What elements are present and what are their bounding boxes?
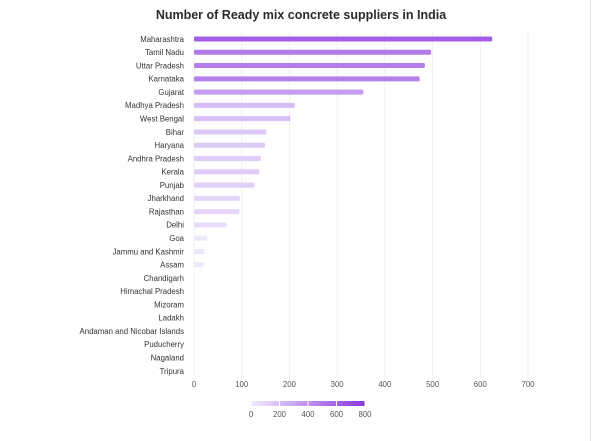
category-label: Chandigarh: [144, 274, 184, 283]
bar[interactable]: [194, 195, 240, 201]
legend-tick-label: 200: [273, 410, 287, 419]
category-label: Madhya Pradesh: [125, 101, 184, 110]
category-label: Maharashtra: [140, 35, 184, 44]
bar[interactable]: [194, 248, 205, 254]
category-label: Nagaland: [151, 354, 184, 363]
bar[interactable]: [194, 36, 493, 42]
category-label: Uttar Pradesh: [136, 61, 184, 70]
category-label: Gujarat: [158, 88, 184, 97]
category-label: Goa: [169, 234, 184, 243]
category-label: Andhra Pradesh: [128, 154, 184, 163]
x-tick-label: 100: [235, 380, 249, 389]
category-label: Punjab: [160, 181, 185, 190]
category-label: Andaman and Nicobar Islands: [80, 327, 185, 336]
bar[interactable]: [194, 63, 425, 69]
bar[interactable]: [194, 235, 208, 241]
chart-title: Number of Ready mix concrete suppliers i…: [155, 8, 447, 22]
bar[interactable]: [194, 89, 364, 95]
x-axis-ticks: 0 100 200 300 400 500 600 700: [192, 380, 535, 389]
category-label: Kerala: [161, 168, 184, 177]
bar[interactable]: [194, 116, 291, 122]
bar[interactable]: [194, 262, 204, 268]
category-label: Ladakh: [158, 314, 184, 323]
category-label: Delhi: [166, 221, 184, 230]
category-label: Haryana: [155, 141, 185, 150]
category-label: Puducherry: [144, 340, 184, 349]
bar[interactable]: [194, 182, 255, 188]
legend-tick-label: 600: [330, 410, 344, 419]
x-tick-label: 600: [474, 380, 488, 389]
bar[interactable]: [194, 222, 227, 228]
category-label: Himachal Pradesh: [120, 287, 184, 296]
x-tick-label: 700: [521, 380, 535, 389]
bar[interactable]: [194, 142, 266, 148]
category-label: Jammu and Kashmir: [113, 247, 185, 256]
category-label: Bihar: [166, 128, 185, 137]
category-label: Mizoram: [154, 300, 184, 309]
x-tick-label: 300: [331, 380, 345, 389]
bar[interactable]: [194, 102, 295, 108]
grid-lines: [193, 31, 529, 379]
category-label: Jharkhand: [148, 194, 184, 203]
category-label: West Bengal: [140, 114, 184, 123]
legend-tick-label: 800: [358, 410, 372, 419]
category-labels: Maharashtra Tamil Nadu Uttar Pradesh Karnat…: [80, 35, 185, 376]
legend-tick-label: 0: [249, 410, 254, 419]
category-label: Tamil Nadu: [145, 48, 184, 57]
legend-tick-label: 400: [301, 410, 315, 419]
x-tick-label: 400: [378, 380, 392, 389]
category-label: Tripura: [160, 367, 185, 376]
x-tick-label: 0: [192, 380, 197, 389]
category-label: Assam: [160, 261, 184, 270]
bar[interactable]: [194, 156, 261, 162]
bar[interactable]: [194, 76, 420, 82]
x-tick-label: 200: [283, 380, 297, 389]
color-legend: 0 200 400 600 800: [249, 401, 372, 419]
bar[interactable]: [194, 129, 267, 135]
bar[interactable]: [194, 49, 432, 55]
category-label: Karnataka: [148, 75, 184, 84]
bar[interactable]: [194, 209, 240, 215]
category-label: Rajasthan: [149, 207, 184, 216]
bar[interactable]: [194, 169, 260, 175]
bars: [194, 36, 493, 268]
x-tick-label: 500: [426, 380, 440, 389]
